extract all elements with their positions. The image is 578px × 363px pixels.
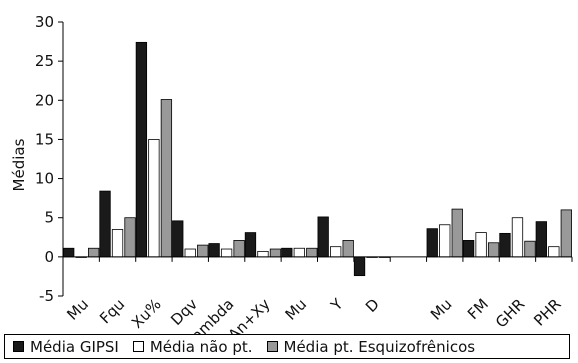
bar-nao-pt-10 (439, 224, 451, 258)
bar-gipsi-6 (281, 247, 293, 258)
bar-gipsi-3 (172, 220, 184, 258)
bar-nao-pt-1 (111, 229, 124, 258)
x-tick-label: Fqu (96, 295, 128, 327)
legend-item-gipsi: Média GIPSI (13, 338, 119, 356)
x-tick-label: FM (464, 295, 492, 323)
legend-swatch-gipsi (13, 341, 24, 352)
bar-nao-pt-7 (330, 246, 342, 258)
bar-nao-pt-5 (257, 250, 269, 258)
legend-item-esquizo: Média pt. Esquizofrênicos (266, 337, 476, 356)
bar-gipsi-12 (499, 232, 511, 258)
bar-esquizo-13 (560, 209, 572, 258)
legend-label-esquizo: Média pt. Esquizofrênicos (283, 337, 476, 356)
bar-nao-pt-2 (148, 139, 160, 258)
x-tick-label: Mu (282, 295, 311, 324)
legend-label-gipsi: Média GIPSI (30, 337, 119, 356)
x-tick-label: Mu (63, 295, 92, 324)
bar-gipsi-0 (63, 247, 75, 258)
legend-item-nao-pt: Média não pt. (132, 337, 253, 356)
bar-esquizo-1 (124, 217, 136, 258)
bar-esquizo-2 (160, 99, 173, 258)
y-tick-label: 30 (35, 13, 54, 31)
legend-swatch-esquizo (266, 341, 278, 352)
bar-esquizo-12 (524, 240, 536, 258)
y-tick-label: 10 (35, 170, 54, 188)
bar-nao-pt-11 (475, 232, 487, 258)
y-axis: -5 0 5 10 15 20 25 30 (35, 13, 64, 305)
bar-esquizo-11 (487, 242, 500, 258)
bar-esquizo-3 (197, 244, 209, 258)
y-tick-label: 5 (44, 209, 54, 227)
x-tick-label: Mu (427, 295, 456, 324)
y-tick-label: 25 (35, 52, 54, 70)
bar-nao-pt-12 (511, 217, 524, 258)
bar-nao-pt-13 (548, 246, 560, 258)
legend-swatch-nao-pt (132, 341, 144, 352)
y-tick-label: 20 (35, 91, 54, 109)
x-tick-label: D (362, 295, 383, 316)
bar-esquizo-5 (269, 248, 282, 258)
bar-gipsi-5 (244, 232, 257, 258)
legend: Média GIPSI Média não pt. Média pt. Esqu… (4, 334, 570, 359)
y-tick-label: 0 (44, 248, 54, 266)
bar-esquizo-4 (233, 240, 245, 258)
bar-nao-pt-4 (220, 248, 233, 258)
x-tick-label: Xu% (128, 295, 165, 332)
legend-label-nao-pt: Média não pt. (149, 337, 253, 356)
bar-gipsi-1 (99, 190, 111, 258)
bars (63, 41, 572, 277)
bar-gipsi-4 (208, 243, 220, 258)
bar-esquizo-6 (306, 247, 318, 258)
bar-gipsi-10 (426, 228, 438, 258)
y-axis-label: Médias (10, 138, 28, 191)
bar-nao-pt-3 (184, 248, 196, 258)
x-tick-label: GHR (492, 295, 528, 331)
bar-esquizo-10 (451, 208, 463, 258)
bar-esquizo-7 (342, 240, 354, 258)
y-tick-label: -5 (39, 287, 54, 305)
bar-esquizo-0 (88, 247, 100, 258)
y-tick-label: 15 (35, 130, 54, 148)
bar-nao-pt-6 (293, 247, 305, 258)
x-tick-label: Y (327, 295, 348, 316)
bar-gipsi-8 (353, 256, 366, 277)
bar-gipsi-11 (462, 240, 475, 258)
x-tick-label: An+Xy (225, 295, 274, 334)
bar-gipsi-7 (317, 216, 329, 258)
x-tick-label: PHR (530, 295, 564, 329)
bar-gipsi-13 (535, 221, 547, 258)
bar-gipsi-2 (135, 41, 148, 258)
